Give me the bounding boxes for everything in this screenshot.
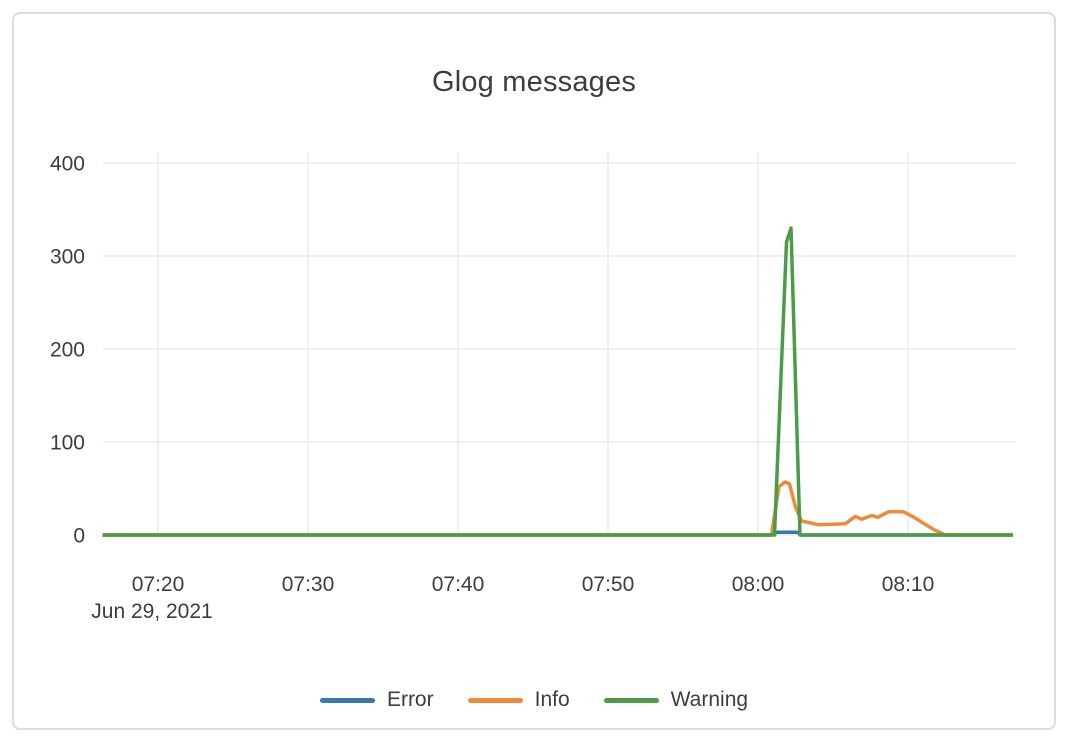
chart-title: Glog messages: [431, 66, 637, 98]
x-tick-label: 07:40: [432, 573, 485, 596]
legend-label-error: Error: [386, 688, 434, 711]
legend-item-info[interactable]: Info: [467, 688, 570, 712]
x-tick-label: 07:20: [132, 573, 185, 596]
y-tick-label: 200: [50, 339, 85, 362]
y-tick-label: 100: [50, 432, 85, 455]
x-tick-label: 07:50: [582, 573, 635, 596]
legend-item-error[interactable]: Error: [319, 688, 434, 712]
x-tick-label: 07:30: [282, 573, 335, 596]
legend-item-warning[interactable]: Warning: [603, 688, 749, 712]
legend-swatch-error: [319, 697, 375, 703]
y-tick-label: 300: [50, 246, 85, 269]
y-tick-label: 400: [50, 153, 85, 176]
series-line-warning: [102, 226, 1013, 537]
legend-swatch-warning: [603, 697, 659, 703]
y-tick-label: 0: [73, 525, 85, 548]
x-axis-date-label: Jun 29, 2021: [91, 600, 212, 623]
chart-card: Glog messages: [12, 12, 1056, 730]
x-tick-label: 08:00: [732, 573, 785, 596]
legend-swatch-info: [467, 697, 523, 703]
legend-label-info: Info: [534, 688, 570, 711]
legend-label-warning: Warning: [670, 688, 749, 711]
series-line-info: [102, 480, 1013, 537]
chart-legend: Error Info Warning: [0, 688, 1068, 712]
x-tick-label: 08:10: [882, 573, 935, 596]
